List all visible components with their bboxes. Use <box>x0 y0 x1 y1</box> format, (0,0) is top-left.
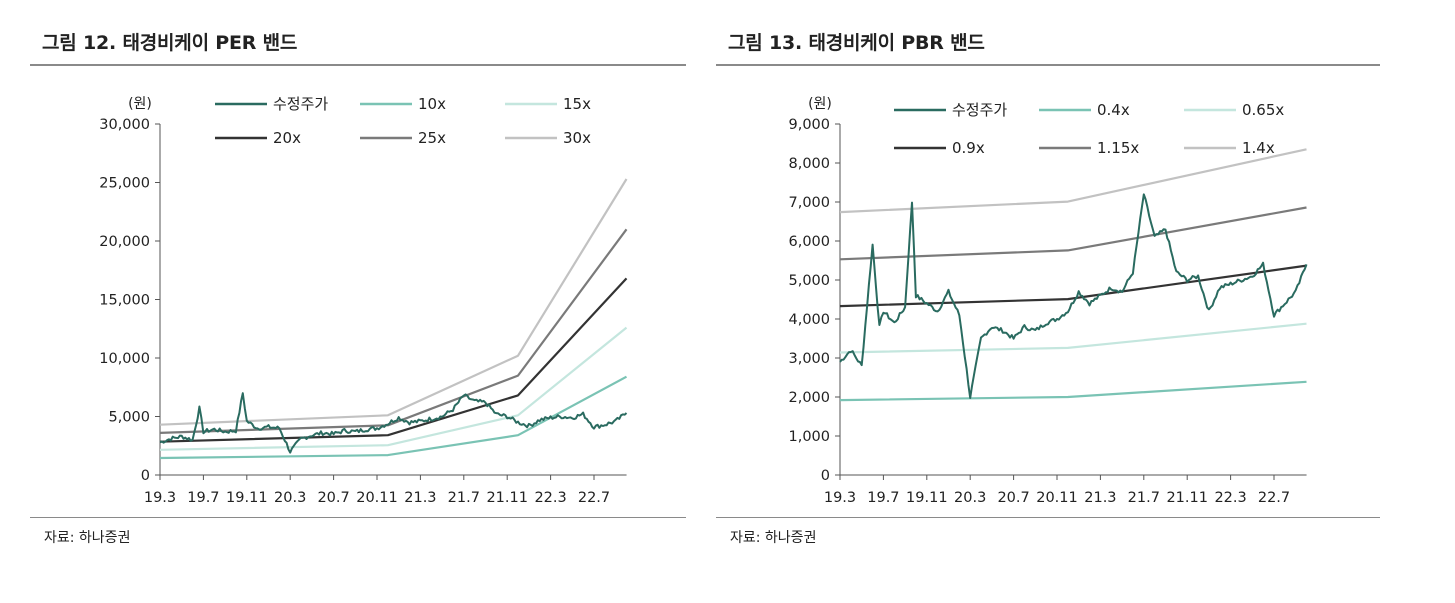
legend-label: 수정주가 <box>952 101 1007 119</box>
pbr-band-chart: (원) 9,000 8,000 7,000 6,000 5,000 4,000 3,000 2,… <box>788 96 1308 506</box>
series-line-수정주가 <box>159 392 628 454</box>
series-line-1.15x <box>839 206 1307 261</box>
y-tick-label: 5,000 <box>108 410 150 426</box>
x-tick-label: 21.7 <box>448 490 480 506</box>
legend-label: 1.4x <box>1242 139 1275 157</box>
series-line-1.4x <box>839 148 1307 214</box>
x-tick-label: 20.3 <box>274 490 306 506</box>
x-tick-label: 20.7 <box>997 490 1029 506</box>
x-tick-label: 19.3 <box>144 490 176 506</box>
figure-title: 그림 12. 태경비케이 PER 밴드 <box>42 32 298 54</box>
x-tick-label: 21.11 <box>1166 490 1208 506</box>
legend-label: 15x <box>563 95 591 113</box>
x-tick-label: 22.3 <box>1214 490 1246 506</box>
x-tick-label: 19.3 <box>824 490 856 506</box>
x-tick-label: 21.3 <box>404 490 436 506</box>
x-tick-label: 20.7 <box>317 490 349 506</box>
y-tick-label: 15,000 <box>99 293 150 309</box>
x-tick-label: 22.7 <box>1258 490 1290 506</box>
legend-label: 0.9x <box>952 139 985 157</box>
series-line-0.65x <box>839 322 1307 354</box>
y-tick-label: 7,000 <box>788 195 830 211</box>
legend-label: 0.65x <box>1242 101 1284 119</box>
series-line-0.4x <box>839 380 1307 402</box>
legend-label: 25x <box>418 129 446 147</box>
x-tick-label: 21.11 <box>486 490 528 506</box>
per-band-chart: (원) 30,000 25,000 20,000 15,000 10,000 5,000 0 1… <box>99 95 628 506</box>
y-unit-label: (원) <box>128 96 152 112</box>
x-tick-label: 19.11 <box>226 490 268 506</box>
series-line-25x <box>159 228 628 434</box>
y-tick-label: 10,000 <box>99 351 150 367</box>
y-tick-label: 9,000 <box>788 117 830 133</box>
legend-label: 30x <box>563 129 591 147</box>
y-tick-label: 8,000 <box>788 156 830 172</box>
y-tick-label: 6,000 <box>788 234 830 250</box>
legend-label: 수정주가 <box>273 95 328 113</box>
y-unit-label: (원) <box>808 96 832 112</box>
legend-label: 20x <box>273 129 301 147</box>
x-tick-label: 22.7 <box>578 490 610 506</box>
figure-title: 그림 13. 태경비케이 PBR 밴드 <box>728 32 985 54</box>
series-line-20x <box>159 277 628 443</box>
x-tick-label: 22.3 <box>534 490 566 506</box>
y-tick-label: 20,000 <box>99 234 150 250</box>
x-tick-label: 19.7 <box>867 490 899 506</box>
x-tick-label: 21.7 <box>1128 490 1160 506</box>
x-tick-label: 20.3 <box>954 490 986 506</box>
source-note: 자료: 하나증권 <box>730 530 817 546</box>
footer-divider <box>716 517 1380 518</box>
figure-pbr-band: 그림 13. 태경비케이 PBR 밴드 (원) 9,000 8,000 7,000 6,… <box>712 0 1392 603</box>
title-divider <box>716 64 1380 66</box>
x-tick-label: 19.7 <box>187 490 219 506</box>
series-line-수정주가 <box>839 193 1308 399</box>
x-tick-label: 20.11 <box>356 490 398 506</box>
series-line-0.9x <box>839 264 1307 308</box>
y-tick-label: 1,000 <box>788 429 830 445</box>
series-line-30x <box>159 178 628 426</box>
figure-per-band: 그림 12. 태경비케이 PER 밴드 (원) 30,000 25,000 20,00… <box>0 0 700 603</box>
legend-label: 10x <box>418 95 446 113</box>
legend-label: 1.15x <box>1097 139 1139 157</box>
x-tick-label: 21.3 <box>1084 490 1116 506</box>
y-tick-label: 30,000 <box>99 117 150 133</box>
legend-label: 0.4x <box>1097 101 1130 119</box>
series-line-10x <box>159 375 628 460</box>
y-tick-label: 0 <box>141 468 150 484</box>
y-tick-label: 2,000 <box>788 390 830 406</box>
footer-divider <box>30 517 686 518</box>
title-divider <box>30 64 686 66</box>
y-tick-label: 4,000 <box>788 312 830 328</box>
y-tick-label: 5,000 <box>788 273 830 289</box>
y-tick-label: 3,000 <box>788 351 830 367</box>
y-tick-label: 25,000 <box>99 176 150 192</box>
series-line-15x <box>159 326 628 451</box>
y-tick-label: 0 <box>821 468 830 484</box>
x-tick-label: 19.11 <box>906 490 948 506</box>
source-note: 자료: 하나증권 <box>44 530 131 546</box>
x-tick-label: 20.11 <box>1036 490 1078 506</box>
